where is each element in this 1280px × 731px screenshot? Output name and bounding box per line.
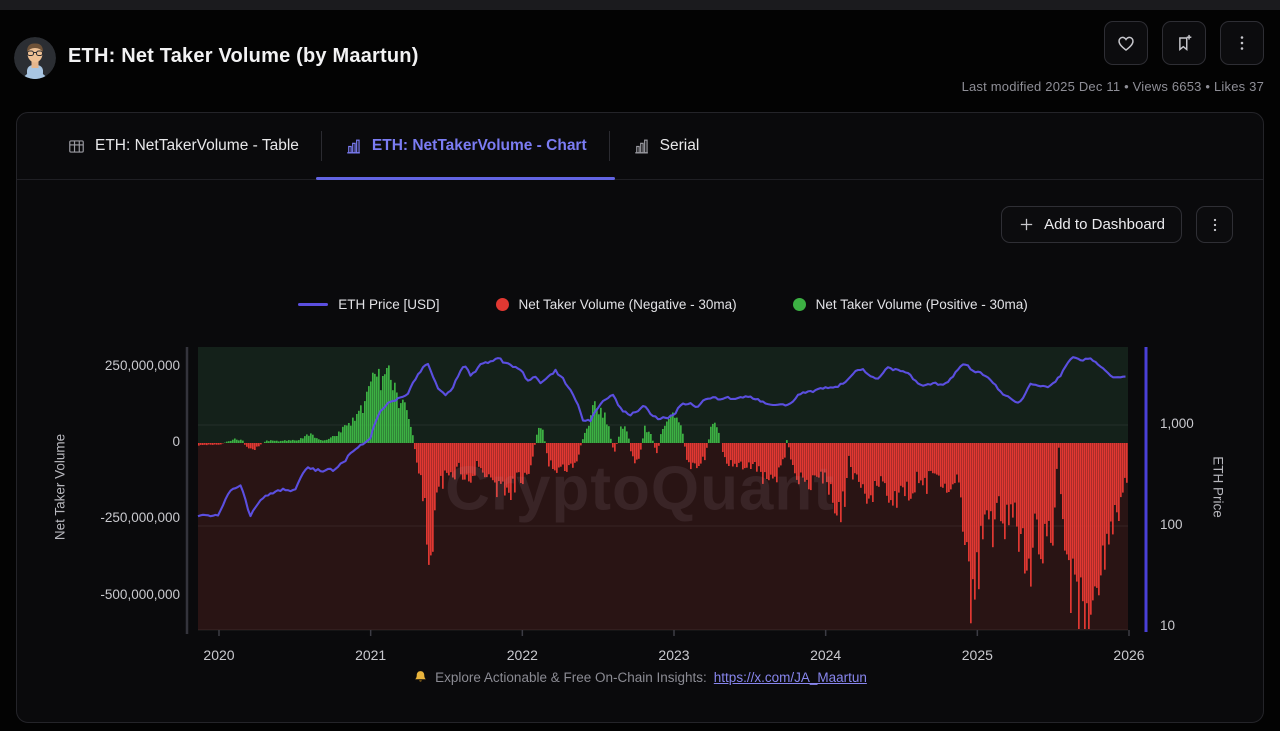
chart-toolbar: Add to Dashboard bbox=[1001, 206, 1233, 243]
x-tick-2: 2022 bbox=[507, 647, 538, 663]
add-to-dashboard-button[interactable]: Add to Dashboard bbox=[1001, 206, 1182, 243]
right-tick-0: 1,000 bbox=[1160, 416, 1194, 431]
legend-label: Net Taker Volume (Negative - 30ma) bbox=[519, 297, 737, 312]
footer-link[interactable]: https://x.com/JA_Maartun bbox=[714, 670, 867, 685]
right-tick-2: 10 bbox=[1160, 618, 1175, 633]
chart-options-button[interactable] bbox=[1196, 206, 1233, 243]
x-tick-5: 2025 bbox=[962, 647, 993, 663]
legend-item-0[interactable]: ETH Price [USD] bbox=[298, 297, 439, 312]
x-tick-4: 2024 bbox=[810, 647, 841, 663]
left-tick-3: -500,000,000 bbox=[70, 587, 180, 602]
bell-icon bbox=[413, 669, 428, 685]
chart-legend: ETH Price [USD] Net Taker Volume (Negativ… bbox=[198, 297, 1128, 312]
cryptoquant-chart-page: ETH: Net Taker Volume (by Maartun) Last … bbox=[0, 0, 1280, 731]
legend-item-1[interactable]: Net Taker Volume (Negative - 30ma) bbox=[496, 297, 737, 312]
plus-icon bbox=[1018, 216, 1035, 233]
x-tick-3: 2023 bbox=[658, 647, 689, 663]
left-tick-0: 250,000,000 bbox=[70, 358, 180, 373]
right-axis-title: ETH Price bbox=[1211, 456, 1226, 518]
x-tick-1: 2021 bbox=[355, 647, 386, 663]
chart-footer: Explore Actionable & Free On-Chain Insig… bbox=[0, 669, 1280, 685]
footer-text: Explore Actionable & Free On-Chain Insig… bbox=[435, 670, 707, 685]
legend-label: ETH Price [USD] bbox=[338, 297, 439, 312]
kebab-menu-icon bbox=[1205, 215, 1225, 235]
right-tick-1: 100 bbox=[1160, 517, 1183, 532]
chart-plot-area[interactable] bbox=[198, 347, 1128, 630]
left-axis-title: Net Taker Volume bbox=[53, 434, 68, 540]
x-tick-6: 2026 bbox=[1113, 647, 1144, 663]
legend-swatch bbox=[793, 298, 806, 311]
x-tick-0: 2020 bbox=[203, 647, 234, 663]
add-to-dashboard-label: Add to Dashboard bbox=[1044, 216, 1165, 233]
legend-swatch bbox=[496, 298, 509, 311]
legend-swatch bbox=[298, 303, 328, 306]
left-tick-2: -250,000,000 bbox=[70, 510, 180, 525]
legend-label: Net Taker Volume (Positive - 30ma) bbox=[816, 297, 1028, 312]
legend-item-2[interactable]: Net Taker Volume (Positive - 30ma) bbox=[793, 297, 1028, 312]
left-tick-1: 0 bbox=[70, 434, 180, 449]
